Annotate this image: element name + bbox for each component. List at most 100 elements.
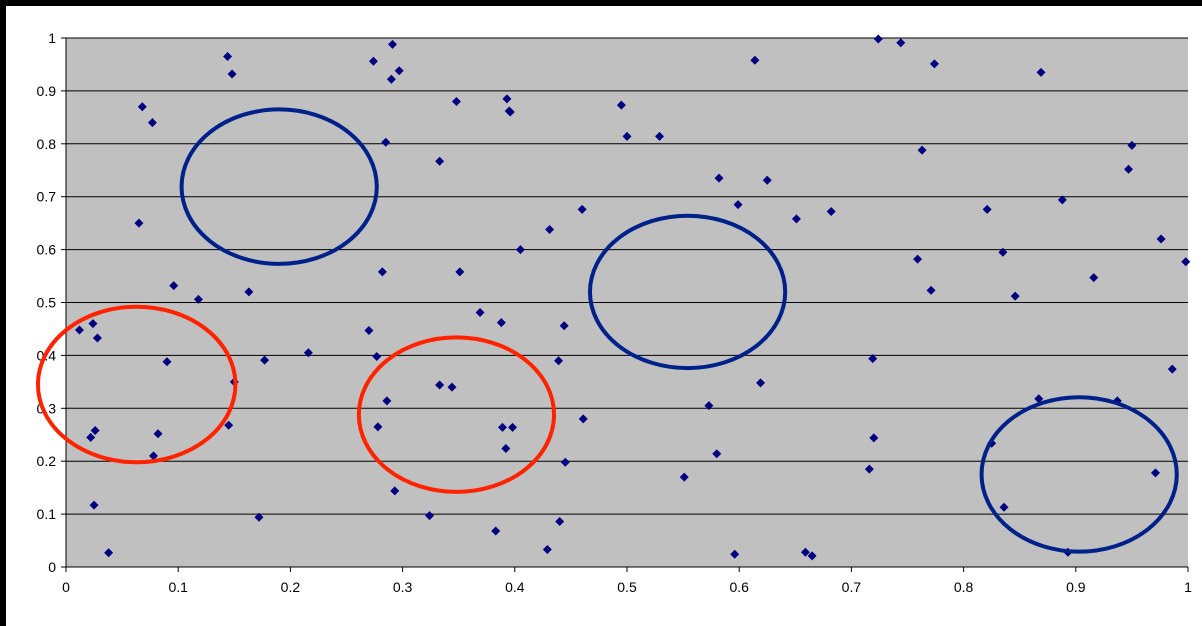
- x-tick-label: 0.5: [617, 579, 637, 595]
- data-point: [368, 56, 378, 66]
- data-point: [502, 94, 512, 104]
- data-point: [104, 548, 114, 558]
- data-point: [435, 380, 445, 390]
- data-point: [303, 348, 313, 358]
- data-point: [508, 422, 518, 432]
- highlight-circles: [35, 107, 1179, 554]
- data-point: [929, 59, 939, 69]
- data-point: [386, 74, 396, 84]
- data-point: [388, 39, 398, 49]
- x-tick-labels: 0 0.1 0.2 0.3 0.4 0.5 0.6 0.7 0.8 0.9 1: [62, 579, 1192, 595]
- data-point: [497, 422, 507, 432]
- data-point: [74, 325, 84, 335]
- data-point: [917, 145, 927, 155]
- data-point: [364, 326, 374, 336]
- data-point: [555, 517, 565, 527]
- data-point: [622, 131, 632, 141]
- data-point: [554, 356, 564, 366]
- data-point: [1150, 468, 1160, 478]
- data-point: [373, 422, 383, 432]
- data-point: [756, 378, 766, 388]
- y-tick-label: 0.7: [37, 189, 57, 205]
- data-point: [223, 52, 233, 62]
- data-point: [733, 200, 743, 210]
- data-point: [244, 287, 254, 297]
- x-tick-label: 0.6: [729, 579, 749, 595]
- data-point: [577, 204, 587, 214]
- y-tick-label: 0.6: [37, 242, 57, 258]
- data-point: [425, 511, 435, 521]
- blue-highlight-ellipse: [179, 107, 379, 266]
- data-point: [1089, 273, 1099, 283]
- data-point: [475, 308, 485, 318]
- data-point: [254, 512, 264, 522]
- y-tick-labels: 00.10.20.30.40.50.60.70.80.91: [37, 30, 57, 575]
- data-point: [826, 207, 836, 217]
- x-tick-label: 0.7: [842, 579, 862, 595]
- y-tick-label: 0.9: [37, 83, 57, 99]
- data-point: [869, 433, 879, 443]
- data-point: [542, 545, 552, 555]
- data-point: [864, 464, 874, 474]
- x-tick-label: 0.8: [954, 579, 974, 595]
- data-point: [545, 224, 555, 234]
- data-point: [616, 100, 626, 110]
- data-point: [260, 355, 270, 365]
- data-point: [193, 294, 203, 304]
- data-point: [999, 502, 1009, 512]
- axes: [65, 38, 1188, 568]
- data-point: [762, 175, 772, 185]
- y-tick-label: 0.8: [37, 136, 57, 152]
- data-point: [1124, 164, 1134, 174]
- data-point: [578, 414, 588, 424]
- data-point: [390, 486, 400, 496]
- data-point: [496, 318, 506, 328]
- data-point: [491, 526, 501, 536]
- gridlines: [61, 37, 1189, 572]
- data-point: [559, 321, 569, 331]
- y-tick-label: 0.2: [37, 453, 57, 469]
- data-point: [913, 254, 923, 264]
- data-point: [162, 357, 172, 367]
- data-point: [1057, 195, 1067, 205]
- data-point: [86, 432, 96, 442]
- x-tick-label: 0.1: [168, 579, 188, 595]
- data-point: [704, 401, 714, 411]
- data-point: [750, 55, 760, 65]
- scatter-chart: 0 0.1 0.2 0.3 0.4 0.5 0.6 0.7 0.8 0.9 1 0 0.1 0.2 0.3…: [35, 30, 1192, 595]
- data-point: [505, 107, 515, 117]
- y-tick-label: 0.1: [37, 506, 57, 522]
- blue-highlight-ellipse: [587, 213, 788, 371]
- y-tick-label: 1: [48, 30, 56, 46]
- data-point: [1127, 140, 1137, 150]
- red-highlight-ellipse: [35, 304, 238, 465]
- data-point: [88, 319, 98, 329]
- data-point: [1036, 67, 1046, 77]
- data-point: [807, 551, 817, 561]
- data-point: [1156, 234, 1166, 244]
- data-point: [169, 281, 179, 291]
- data-point: [800, 547, 810, 557]
- red-highlight-ellipse: [356, 335, 557, 494]
- data-point: [1034, 394, 1044, 404]
- data-point: [382, 396, 392, 406]
- data-point: [730, 549, 740, 559]
- x-tick-label: 0.9: [1066, 579, 1086, 595]
- data-point: [149, 451, 159, 461]
- x-tick-label: 0: [62, 579, 70, 595]
- data-point: [134, 218, 144, 228]
- data-point: [377, 267, 387, 277]
- x-tick-label: 1: [1184, 579, 1192, 595]
- chart-area: 0 0.1 0.2 0.3 0.4 0.5 0.6 0.7 0.8 0.9 1 0 0.1 0.2 0.3…: [6, 6, 1202, 626]
- x-tick-label: 0.2: [281, 579, 301, 595]
- data-point: [1010, 291, 1020, 301]
- data-point: [137, 102, 147, 112]
- data-point: [394, 66, 404, 76]
- y-tick-label: 0.5: [37, 295, 57, 311]
- data-point: [501, 444, 511, 454]
- data-point: [679, 472, 689, 482]
- blue-highlight-ellipse: [979, 395, 1179, 554]
- data-point: [90, 426, 100, 436]
- data-point: [435, 156, 445, 166]
